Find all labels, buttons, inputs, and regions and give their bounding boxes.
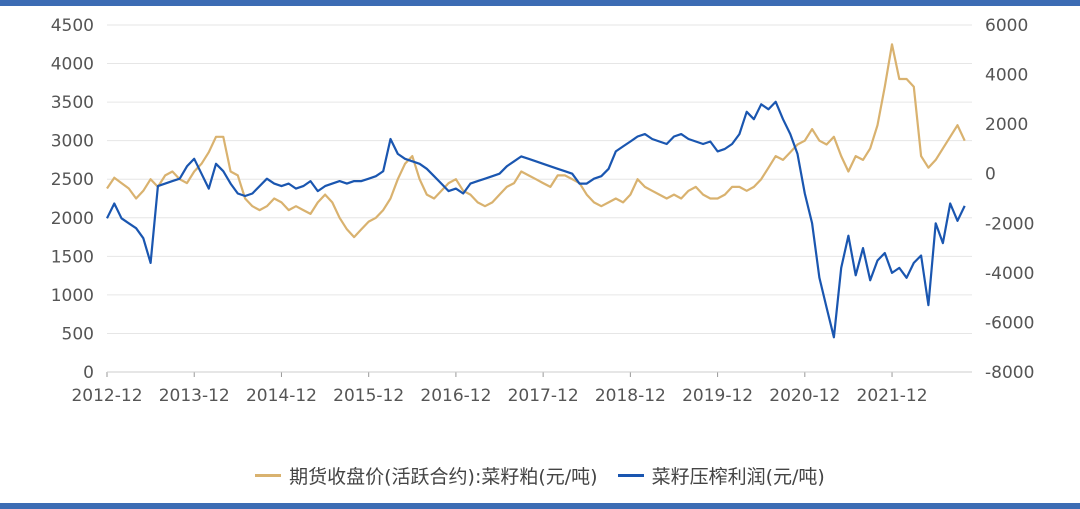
- legend-item-rapeseed-meal-price: 期货收盘价(活跃合约):菜籽粕(元/吨): [255, 462, 598, 489]
- x-tick-label: 2013-12: [159, 386, 230, 406]
- legend-swatch-price: [255, 473, 282, 477]
- x-tick-label: 2015-12: [333, 386, 404, 406]
- series-line-crush-profit: [106, 100, 966, 339]
- x-axis-ticks: 2012-12 2013-12 2014-12 2015-12 2016-12 2017-…: [71, 372, 928, 406]
- legend-swatch-profit: [617, 473, 644, 477]
- x-tick-label: 2019-12: [682, 386, 753, 406]
- left-tick-label: 3000: [51, 132, 94, 152]
- left-tick-label: 2500: [51, 170, 94, 190]
- left-tick-label: 4000: [51, 55, 94, 75]
- left-axis-ticks: 0 500 1000 1500 2000 2500 3000 3500 4000 4500: [51, 16, 94, 383]
- left-tick-label: 500: [62, 324, 94, 344]
- right-tick-label: 2000: [985, 115, 1028, 135]
- left-tick-label: 1500: [51, 247, 94, 267]
- left-tick-label: 1000: [51, 286, 94, 306]
- x-tick-label: 2020-12: [769, 386, 840, 406]
- x-tick-label: 2018-12: [595, 386, 666, 406]
- bottom-border: [0, 503, 1080, 509]
- x-tick-label: 2017-12: [508, 386, 579, 406]
- right-tick-label: 4000: [985, 66, 1028, 86]
- top-border: [0, 0, 1080, 6]
- left-tick-label: 0: [83, 363, 94, 383]
- right-tick-label: -2000: [985, 214, 1034, 234]
- legend-label-profit: 菜籽压榨利润(元/吨): [651, 465, 825, 488]
- left-tick-label: 4500: [51, 16, 94, 36]
- x-tick-label: 2016-12: [420, 386, 491, 406]
- right-axis-ticks: -8000 -6000 -4000 -2000 0 2000 4000 6000: [985, 16, 1034, 383]
- series-layer-left: [106, 43, 966, 239]
- legend-label-price: 期货收盘价(活跃合约):菜籽粕(元/吨): [289, 465, 598, 488]
- chart-legend: 期货收盘价(活跃合约):菜籽粕(元/吨) 菜籽压榨利润(元/吨): [0, 460, 1080, 490]
- x-tick-label: 2014-12: [246, 386, 317, 406]
- left-tick-label: 3500: [51, 93, 94, 113]
- right-tick-label: 0: [985, 165, 996, 185]
- x-tick-label: 2021-12: [857, 386, 928, 406]
- right-tick-label: -8000: [985, 363, 1034, 383]
- series-line-rapeseed-meal-price: [106, 43, 966, 239]
- series-layer-right: [106, 100, 966, 339]
- right-tick-label: -4000: [985, 264, 1034, 284]
- left-tick-label: 2000: [51, 209, 94, 229]
- right-tick-label: -6000: [985, 313, 1034, 333]
- grid-lines: [107, 24, 972, 334]
- x-tick-label: 2012-12: [71, 386, 142, 406]
- right-tick-label: 6000: [985, 16, 1028, 36]
- legend-item-crush-profit: 菜籽压榨利润(元/吨): [617, 462, 825, 489]
